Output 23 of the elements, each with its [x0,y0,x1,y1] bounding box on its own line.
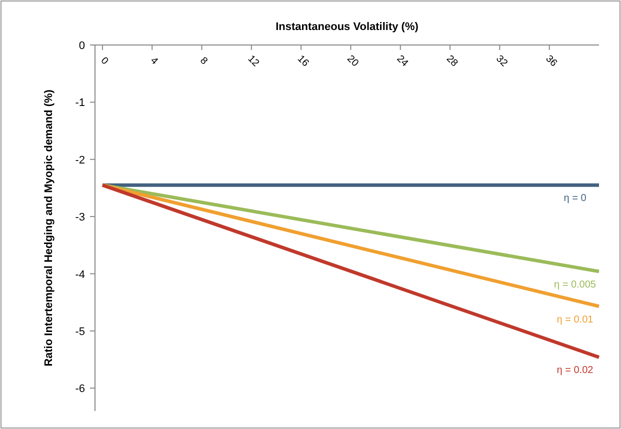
x-tick-label: 4 [148,55,160,68]
y-tick-label: 0 [78,40,85,52]
x-tick-label: 20 [344,53,361,70]
x-axis-title: Instantaneous Volatility (%) [276,21,419,33]
y-tick-label: -6 [75,383,85,396]
x-tick-label: 32 [494,53,510,70]
series-label: η = 0 [564,193,587,204]
x-tick-label: 24 [394,53,410,70]
y-axis-title: Ratio Intertemporal Hedging and Myopic demand (%) [43,89,55,366]
y-tick-label: -3 [75,212,85,224]
x-tick-label: 12 [245,53,262,70]
y-tick-label: -5 [75,326,85,338]
series-label: η = 0.01 [556,314,594,326]
x-tick-label: 8 [198,55,210,68]
series-label: η = 0.02 [556,365,594,376]
y-tick-label: -2 [75,154,85,166]
x-tick-label: 28 [444,53,460,70]
y-tick-label: -4 [75,268,85,281]
x-tick-label: 36 [543,53,560,70]
x-tick-label: 0 [98,55,110,68]
series-label: η = 0.005 [554,279,596,290]
y-tick-label: -1 [75,97,85,110]
x-tick-label: 16 [295,53,311,70]
